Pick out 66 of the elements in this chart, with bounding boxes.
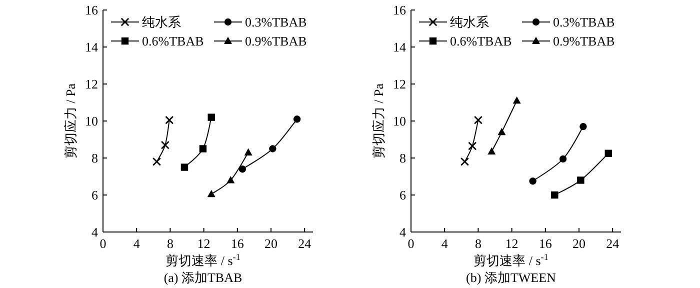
- y-tick-label: 4: [92, 224, 98, 240]
- y-tick-label: 10: [85, 114, 98, 128]
- legend-label: 0.9%TBAB: [553, 34, 616, 48]
- text: (a) 添加TBAB: [164, 270, 242, 285]
- point: [208, 114, 215, 121]
- point: [460, 157, 470, 166]
- y-tick-label: 4: [400, 224, 406, 240]
- x-tick-label: 8: [166, 236, 174, 251]
- legend-label: 纯水系: [142, 14, 181, 30]
- point: [207, 190, 216, 198]
- x-tick-label: 24: [606, 236, 620, 251]
- legend-label: 0.6%TBAB: [142, 34, 204, 48]
- point: [244, 148, 252, 156]
- x-tick-label: 0: [100, 236, 106, 251]
- y-tick-label: 8: [400, 150, 406, 166]
- x-tick-label: 16: [230, 236, 244, 251]
- y-tick-label: 6: [400, 188, 406, 202]
- point: [238, 166, 246, 173]
- point: [468, 142, 477, 150]
- y-tick-label: 14: [393, 40, 406, 54]
- y-axis-title: 剪切应力 / Pa: [63, 83, 78, 159]
- x-tick-label: 4: [441, 236, 448, 251]
- legend-label: 0.3%TBAB: [245, 14, 308, 30]
- legend-label: 纯水系: [450, 14, 489, 30]
- text: (b) 添加TWEEN: [466, 270, 557, 285]
- point: [529, 178, 536, 185]
- point: [580, 122, 587, 130]
- x-axis-title: 剪切速率 / s$^{-1}$: [166, 252, 240, 268]
- y-tick-label: 16: [393, 2, 406, 18]
- point: [498, 128, 506, 136]
- x-tick-label: 4: [133, 236, 140, 251]
- point: [269, 145, 276, 152]
- y-tick-label: 12: [85, 76, 98, 92]
- point: [180, 164, 188, 171]
- y-tick-label: 14: [85, 40, 98, 54]
- x-tick-label: 12: [197, 236, 210, 251]
- y-axis-title: 剪切应力 / Pa: [371, 83, 386, 159]
- point: [293, 116, 301, 123]
- legend-label: 0.3%TBAB: [553, 14, 616, 30]
- x-tick-label: 20: [572, 236, 586, 251]
- x-axis-title: 剪切速率 / s$^{-1}$: [474, 252, 548, 268]
- x-tick-label: 16: [538, 236, 552, 251]
- point: [226, 176, 235, 184]
- y-tick-label: 8: [92, 150, 98, 166]
- legend-label: 0.6%TBAB: [450, 34, 512, 48]
- point: [559, 155, 567, 163]
- y-tick-label: 16: [85, 2, 98, 18]
- point: [199, 145, 207, 152]
- y-tick-label: 10: [393, 114, 406, 128]
- point: [152, 157, 162, 166]
- x-tick-label: 12: [505, 236, 518, 251]
- x-tick-label: 8: [474, 236, 482, 251]
- y-tick-label: 6: [92, 188, 98, 202]
- point: [604, 150, 612, 157]
- x-tick-label: 0: [408, 236, 414, 251]
- point: [512, 96, 521, 104]
- x-tick-label: 20: [264, 236, 278, 251]
- point: [577, 176, 584, 184]
- point: [160, 140, 170, 150]
- legend-label: 0.9%TBAB: [245, 34, 308, 48]
- point: [551, 191, 558, 199]
- x-tick-label: 24: [298, 236, 312, 251]
- point: [165, 116, 174, 124]
- point: [488, 147, 496, 155]
- point: [474, 116, 482, 124]
- y-tick-label: 12: [393, 76, 406, 92]
